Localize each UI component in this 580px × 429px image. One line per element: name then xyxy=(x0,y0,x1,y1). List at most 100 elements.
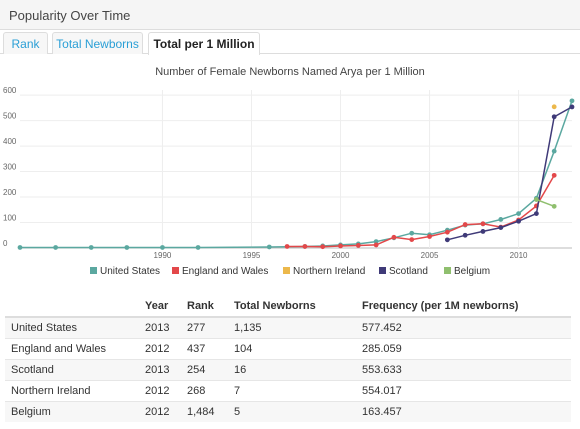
table-cell: 554.017 xyxy=(356,380,571,402)
data-point xyxy=(551,114,557,120)
tab-rank[interactable]: Rank xyxy=(3,32,48,54)
data-point xyxy=(462,232,468,238)
legend-swatch xyxy=(172,267,179,274)
table-cell: Northern Ireland xyxy=(5,380,139,402)
chart-legend: United States England and Wales Northern I… xyxy=(90,266,490,277)
y-tick-label: 400 xyxy=(3,137,17,146)
data-point xyxy=(444,237,450,243)
data-point xyxy=(480,229,486,234)
data-point xyxy=(409,230,415,236)
legend-label: United States xyxy=(100,266,160,277)
data-point xyxy=(88,245,94,250)
data-point xyxy=(160,245,165,250)
legend-item: United States xyxy=(90,266,160,277)
series-belgium xyxy=(533,197,557,209)
data-point xyxy=(53,245,59,250)
y-tick-label: 200 xyxy=(3,188,17,197)
series-scotland xyxy=(444,104,575,243)
table-cell: 1,484 xyxy=(181,401,228,422)
legend-label: Belgium xyxy=(454,266,490,277)
data-point xyxy=(551,104,557,110)
table-cell: 2012 xyxy=(139,338,181,360)
tab-bar: Rank Total Newborns Total per 1 Million xyxy=(0,30,580,55)
tab-total-newborns[interactable]: Total Newborns xyxy=(52,32,143,54)
table-cell: 16 xyxy=(228,359,356,381)
legend-item: England and Wales xyxy=(172,266,268,277)
data-point xyxy=(355,243,361,248)
legend-label: Scotland xyxy=(389,266,428,277)
column-header: Frequency (per 1M newborns) xyxy=(356,296,571,318)
table-cell: 2013 xyxy=(139,316,181,339)
data-point xyxy=(569,98,575,104)
table-cell: England and Wales xyxy=(5,338,139,360)
data-point xyxy=(124,245,130,250)
series-united-states xyxy=(17,98,575,250)
series-line xyxy=(447,106,573,241)
table-cell: Belgium xyxy=(5,401,139,422)
legend-swatch xyxy=(444,267,451,274)
data-point xyxy=(427,234,432,239)
data-point xyxy=(516,218,521,224)
table-cell: 2012 xyxy=(139,380,181,402)
data-point xyxy=(533,211,539,216)
table-cell: 577.452 xyxy=(356,316,571,339)
column-header: Total Newborns xyxy=(228,296,356,318)
tab-total-per-million[interactable]: Total per 1 Million xyxy=(148,32,260,55)
x-tick-label: 2000 xyxy=(332,251,350,260)
data-point xyxy=(498,217,504,222)
column-header xyxy=(5,296,139,318)
legend-item: Northern Ireland xyxy=(283,266,365,277)
chart-title: Number of Female Newborns Named Arya per… xyxy=(155,66,425,78)
data-point xyxy=(391,234,397,240)
data-point xyxy=(373,239,379,245)
data-point xyxy=(551,148,557,154)
y-tick-label: 300 xyxy=(3,163,17,172)
y-tick-label: 100 xyxy=(3,214,17,223)
legend-label: Northern Ireland xyxy=(293,266,365,277)
data-point xyxy=(533,197,539,202)
y-tick-label: 0 xyxy=(3,239,8,248)
column-header: Year xyxy=(139,296,181,318)
data-point xyxy=(338,243,343,249)
chart-series xyxy=(17,98,575,250)
table-row: Belgium 2012 1,484 5 163.457 xyxy=(5,401,571,422)
table-cell: 254 xyxy=(181,359,228,381)
legend-swatch xyxy=(283,267,290,274)
y-tick-label: 500 xyxy=(3,112,17,121)
legend-item: Belgium xyxy=(444,266,490,277)
legend-item: Scotland xyxy=(379,266,428,277)
table-cell: 104 xyxy=(228,338,356,360)
data-point xyxy=(444,229,450,235)
data-point xyxy=(516,211,521,216)
series-northern-ireland xyxy=(551,104,557,110)
x-tick-label: 1990 xyxy=(154,251,172,260)
legend-swatch xyxy=(379,267,386,274)
data-point xyxy=(284,244,290,249)
panel-title: Popularity Over Time xyxy=(9,8,131,23)
table-cell: 285.059 xyxy=(356,338,571,360)
data-point xyxy=(409,237,415,242)
series-line xyxy=(536,198,555,208)
data-point xyxy=(498,225,504,231)
x-tick-label: 2010 xyxy=(510,251,528,260)
table-row: Northern Ireland 2012 268 7 554.017 xyxy=(5,380,571,402)
data-point xyxy=(462,222,468,227)
x-tick-label: 1995 xyxy=(243,251,261,260)
data-point xyxy=(320,244,326,250)
y-tick-label: 600 xyxy=(3,86,17,95)
data-point xyxy=(195,245,201,250)
table-cell: 268 xyxy=(181,380,228,402)
data-point xyxy=(266,244,272,250)
panel-header: Popularity Over Time xyxy=(0,0,580,30)
data-point xyxy=(569,104,575,110)
data-point xyxy=(551,203,557,209)
table-row: England and Wales 2012 437 104 285.059 xyxy=(5,338,571,360)
column-header: Rank xyxy=(181,296,228,318)
chart-grid: 0 100 200 300 400 500 600 1990 1995 2000 2005 2010 xyxy=(3,86,572,260)
series-line xyxy=(287,175,555,248)
data-point xyxy=(302,244,308,249)
table-cell: 5 xyxy=(228,401,356,422)
table-header-row: Year Rank Total Newborns Frequency (per … xyxy=(5,296,571,318)
line-chart: Number of Female Newborns Named Arya per… xyxy=(3,66,575,277)
data-point xyxy=(480,221,486,227)
